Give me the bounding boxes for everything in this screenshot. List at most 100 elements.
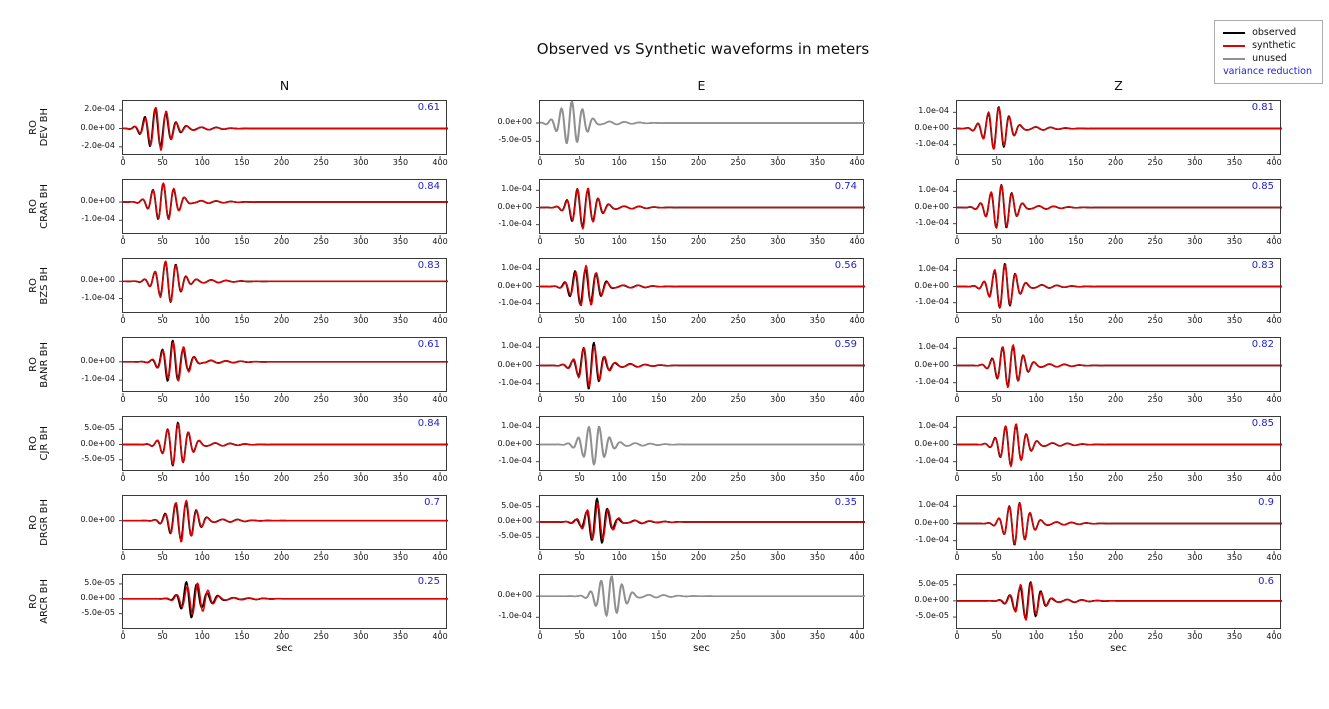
x-tick-label: 150: [1068, 237, 1084, 246]
y-axis-ticks: 1.0e-04 0.0e+00 -1.0e-04: [894, 337, 956, 392]
y-tick-label: -1.0e-04: [915, 296, 949, 306]
x-axis-ticks: 0 50 100 150 200 250 300 350 400: [120, 553, 448, 564]
station-row: RO BANR BH 0.0e+00 -1.0e-04 0.61 0 50 100 150 200…: [18, 337, 1283, 405]
waveform-plot: [536, 100, 866, 160]
y-tick-label: -1.0e-04: [915, 534, 949, 544]
y-axis-ticks: 5.0e-05 0.0e+00 -5.0e-05: [60, 416, 122, 471]
station-label: RO ARCR BH: [18, 574, 60, 629]
x-tick-label: 400: [1266, 158, 1282, 167]
subplot-cjr-e: 1.0e-04 0.0e+00 -1.0e-04 0 50 100 150 200 250 300…: [477, 416, 866, 485]
x-tick-label: 150: [1068, 316, 1084, 325]
x-tick-label: 300: [1187, 158, 1203, 167]
legend-item-variance-reduction: variance reduction: [1223, 66, 1312, 77]
x-tick-label: 150: [1068, 158, 1084, 167]
y-axis-ticks: 1.0e-04 0.0e+00 -1.0e-04: [894, 100, 956, 155]
subplot-cjr-z: 1.0e-04 0.0e+00 -1.0e-04 0.85 0 50 100 150 200 25…: [894, 416, 1283, 485]
subplot-drgr-z: 1.0e-04 0.0e+00 -1.0e-04 0.9 0 50 100 150 200 250…: [894, 495, 1283, 564]
x-tick-label: 400: [432, 474, 448, 483]
waveform-plot: [119, 260, 449, 318]
y-axis-ticks: 5.0e-05 0.0e+00 -5.0e-05: [477, 495, 539, 550]
x-axis-ticks: 0 50 100 150 200 250 300 350 400: [537, 474, 865, 485]
waveform-plot: [536, 264, 866, 318]
x-tick-label: 100: [1028, 632, 1044, 641]
x-tick-label: 200: [690, 237, 707, 246]
y-tick-label: 0.0e+00: [914, 280, 949, 290]
x-tick-label: 150: [234, 474, 250, 483]
x-tick-label: 100: [194, 474, 210, 483]
x-tick-label: 0: [537, 632, 543, 641]
plot-area: 0.82 0 50 100 150 200 250 300 350 400: [953, 337, 1283, 404]
x-tick-label: 400: [1266, 632, 1282, 641]
x-tick-label: 0: [537, 316, 543, 325]
waveform-plot: [119, 106, 449, 160]
plot-area: 0.81 0 50 100 150 200 250 300 350 400: [953, 100, 1283, 167]
x-tick-label: 150: [1068, 474, 1084, 483]
y-axis-ticks: 1.0e-04 0.0e+00 -1.0e-04: [477, 416, 539, 471]
y-axis-ticks: 0.0e+00 -1.0e-04: [477, 574, 539, 629]
y-tick-label: 0.0e+00: [914, 359, 949, 369]
x-tick-label: 350: [1226, 553, 1243, 562]
x-tick-label: 0: [120, 237, 126, 246]
y-tick-label: -1.0e-04: [81, 292, 115, 302]
x-tick-label: 300: [353, 237, 369, 246]
x-tick-label: 100: [194, 316, 210, 325]
x-tick-label: 50: [574, 553, 585, 562]
x-axis-ticks: 0 50 100 150 200 250 300 350 400: [954, 395, 1282, 406]
x-tick-label: 50: [157, 553, 168, 562]
x-axis-ticks: 0 50 100 150 200 250 300 350 400: [954, 474, 1282, 485]
station-label: RO DEV BH: [18, 100, 60, 155]
plot-area: 0 50 100 150 200 250 300 350 400 sec: [536, 574, 866, 654]
x-tick-label: 50: [574, 395, 585, 404]
plot-area: 0.61 0 50 100 150 200 250 300 350 400: [119, 100, 449, 167]
station-label: RO BANR BH: [18, 337, 60, 392]
y-tick-label: 0.0e+00: [914, 438, 949, 448]
x-tick-label: 300: [770, 553, 786, 562]
station-label-line: BANR BH: [39, 341, 50, 388]
legend-label: synthetic: [1252, 40, 1296, 51]
x-tick-label: 100: [1028, 474, 1044, 483]
x-tick-label: 350: [809, 237, 826, 246]
x-tick-label: 200: [1107, 158, 1124, 167]
y-axis-ticks: 2.0e-04 0.0e+00 -2.0e-04: [60, 100, 122, 155]
waveform-plot: [953, 501, 1283, 555]
x-tick-label: 350: [392, 553, 409, 562]
legend-label: observed: [1252, 27, 1297, 38]
y-tick-label: 0.0e+00: [497, 359, 532, 369]
station-label: RO CRAR BH: [18, 179, 60, 234]
unused-line-swatch: [1223, 57, 1246, 60]
waveform-plot: [536, 497, 866, 555]
x-tick-label: 350: [392, 237, 409, 246]
y-tick-label: 0.0e+00: [497, 515, 532, 525]
y-tick-label: 0.0e+00: [80, 514, 115, 524]
x-tick-label: 0: [954, 237, 960, 246]
x-tick-label: 250: [313, 158, 329, 167]
x-tick-label: 350: [1226, 632, 1243, 641]
x-tick-label: 200: [273, 395, 290, 404]
y-axis-ticks: 0.0e+00 -1.0e-04: [60, 337, 122, 392]
x-tick-label: 100: [194, 395, 210, 404]
variance-reduction-value: 0.74: [834, 181, 857, 192]
x-tick-label: 350: [809, 158, 826, 167]
x-tick-label: 50: [157, 395, 168, 404]
x-axis-ticks: 0 50 100 150 200 250 300 350 400: [954, 237, 1282, 248]
station-label-line: DRGR BH: [39, 499, 50, 546]
x-tick-label: 100: [1028, 316, 1044, 325]
x-tick-label: 250: [1147, 632, 1163, 641]
variance-reduction-value: 0.82: [1251, 339, 1274, 350]
variance-reduction-value: 0.59: [834, 339, 857, 350]
x-tick-label: 250: [313, 316, 329, 325]
y-axis-ticks: 1.0e-04 0.0e+00 -1.0e-04: [894, 258, 956, 313]
x-tick-label: 250: [730, 632, 746, 641]
subplot-dev-n: 2.0e-04 0.0e+00 -2.0e-04 0.61 0 50 100 150 200 25…: [60, 100, 449, 168]
y-axis-ticks: 1.0e-04 0.0e+00 -1.0e-04: [894, 495, 956, 550]
x-tick-label: 100: [611, 237, 627, 246]
subplot-drgr-n: 0.0e+00 0.7 0 50 100 150 200 250 300 350 400: [60, 495, 449, 564]
x-tick-label: 300: [353, 395, 369, 404]
station-row: RO BZS BH 0.0e+00 -1.0e-04 0.83 0 50 100 150 200 2…: [18, 258, 1283, 326]
x-tick-label: 400: [432, 316, 448, 325]
y-tick-label: 0.0e+00: [497, 117, 532, 126]
x-axis-ticks: 0 50 100 150 200 250 300 350 400: [954, 553, 1282, 564]
x-tick-label: 100: [1028, 237, 1044, 246]
x-tick-label: 350: [392, 474, 409, 483]
